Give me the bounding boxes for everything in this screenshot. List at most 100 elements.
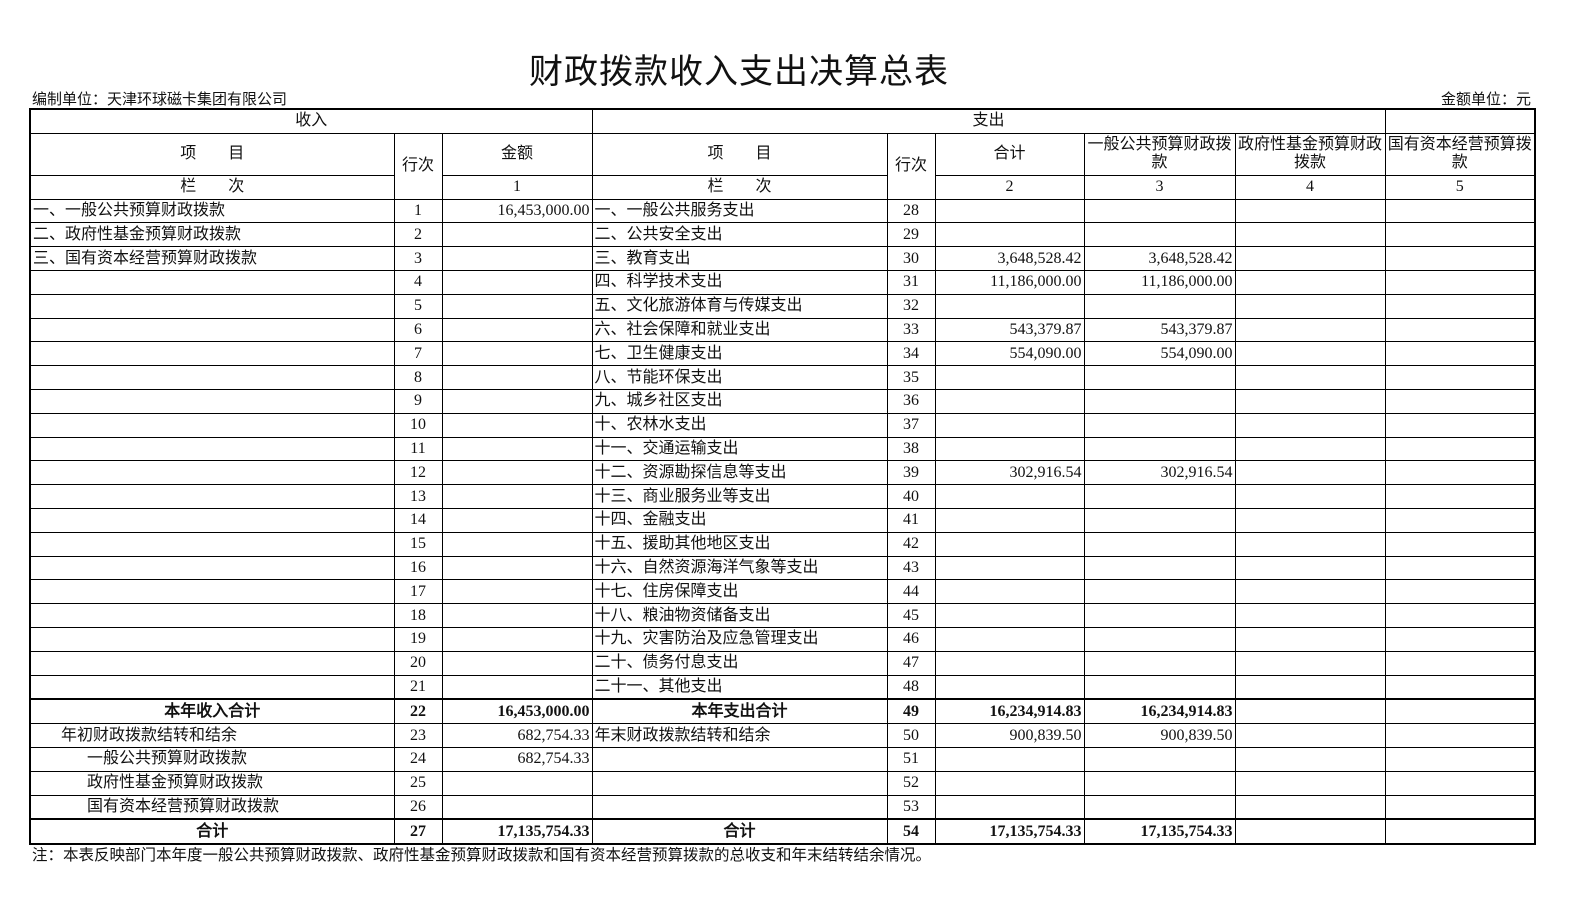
income-row-no: 16 [393,555,443,581]
income-amount [441,770,593,796]
income-item: 二、政府性基金预算财政拨款 [29,222,395,248]
table-row: 21 二十一、其他支出 48 [29,674,1536,700]
expense-item: 九、城乡社区支出 [591,388,888,414]
expense-state [1384,650,1536,676]
expense-fund [1234,603,1386,628]
expense-total: 900,839.50 [934,723,1085,748]
expense-state [1384,531,1536,557]
total-header: 合计 [934,132,1085,176]
expense-total [934,650,1085,676]
income-amount [441,555,593,581]
income-amount: 682,754.33 [441,746,593,772]
table-row: 政府性基金预算财政拨款 25 52 [29,770,1536,796]
expense-item: 十八、粮油物资储备支出 [591,603,888,628]
state-header: 国有资本经营预算拨款 [1384,132,1536,176]
expense-item: 十二、资源勘探信息等支出 [591,460,888,486]
expense-item: 十四、金融支出 [591,507,888,533]
expense-state [1384,293,1536,319]
expense-state [1384,579,1536,605]
expense-total [934,626,1085,652]
income-row-no: 14 [393,507,443,533]
col-5: 5 [1384,174,1536,200]
expense-general [1083,365,1236,390]
table-row: 年初财政拨款结转和结余 23 682,754.33 年末财政拨款结转和结余 50 900,… [29,723,1536,748]
expense-general [1083,579,1236,605]
expense-row-no: 37 [886,412,936,438]
expense-row-no: 28 [886,198,936,224]
table-row: 合计 27 17,135,754.33 合计 54 17,135,754.33 17,135… [29,818,1536,845]
expense-item: 年末财政拨款结转和结余 [591,723,888,748]
income-amount [441,531,593,557]
expense-general: 3,648,528.42 [1083,246,1236,271]
income-item [29,603,395,628]
table-row: 14 十四、金融支出 41 [29,507,1536,533]
expense-fund [1234,579,1386,605]
expense-state [1384,365,1536,390]
income-row-no: 3 [393,246,443,271]
expense-total [934,293,1085,319]
expense-total [934,222,1085,248]
expense-general [1083,650,1236,676]
income-row-no: 4 [393,269,443,295]
table-row: 10 十、农林水支出 37 [29,412,1536,438]
income-row-no: 24 [393,746,443,772]
income-row-no: 11 [393,436,443,462]
expense-row-no: 45 [886,603,936,628]
budget-table: 收入 支出 项 目 行次 金额 项 目 行次 合计 一般公共预算财政拨款 政府性… [29,108,1536,846]
page-title: 财政拨款收入支出决算总表 [529,54,949,91]
income-amount: 17,135,754.33 [441,818,593,845]
table-row: 17 十七、住房保障支出 44 [29,579,1536,605]
expense-fund [1234,555,1386,581]
col-3: 3 [1083,174,1236,200]
expense-row-no: 43 [886,555,936,581]
table-row: 国有资本经营预算财政拨款 26 53 [29,794,1536,820]
expense-fund [1234,460,1386,486]
table-row: 4 四、科学技术支出 31 11,186,000.00 11,186,000.00 [29,269,1536,295]
expense-fund [1234,317,1386,343]
income-item: 本年收入合计 [29,698,395,725]
income-amount [441,650,593,676]
table-row: 8 八、节能环保支出 35 [29,365,1536,390]
expense-fund [1234,818,1386,845]
expense-state [1384,603,1536,628]
expense-fund [1234,531,1386,557]
income-row-no: 10 [393,412,443,438]
expense-row-no: 31 [886,269,936,295]
expense-state [1384,555,1536,581]
expense-row-no: 42 [886,531,936,557]
expense-general: 554,090.00 [1083,341,1236,367]
income-row-no: 27 [393,818,443,845]
expense-fund [1234,365,1386,390]
income-item: 国有资本经营预算财政拨款 [29,794,395,820]
expense-item: 二十一、其他支出 [591,674,888,700]
income-item [29,436,395,462]
expense-item: 十三、商业服务业等支出 [591,484,888,509]
table-row: 二、政府性基金预算财政拨款 2 二、公共安全支出 29 [29,222,1536,248]
income-amount: 682,754.33 [441,723,593,748]
expense-item [591,746,888,772]
expense-item: 十六、自然资源海洋气象等支出 [591,555,888,581]
expense-row-no: 51 [886,746,936,772]
income-amount [441,412,593,438]
expense-item: 八、节能环保支出 [591,365,888,390]
income-row-no: 25 [393,770,443,796]
income-item [29,650,395,676]
expense-total: 17,135,754.33 [934,818,1085,845]
income-row-no: 6 [393,317,443,343]
expense-item: 十、农林水支出 [591,412,888,438]
income-item [29,341,395,367]
expense-state [1384,794,1536,820]
expense-total: 302,916.54 [934,460,1085,486]
expense-fund [1234,507,1386,533]
expense-general [1083,436,1236,462]
income-item: 一般公共预算财政拨款 [29,746,395,772]
expense-general: 16,234,914.83 [1083,698,1236,725]
expense-fund [1234,723,1386,748]
expense-state [1384,198,1536,224]
table-row: 一般公共预算财政拨款 24 682,754.33 51 [29,746,1536,772]
income-item [29,269,395,295]
income-item: 年初财政拨款结转和结余 [29,723,395,748]
expense-total [934,674,1085,700]
income-item [29,555,395,581]
expense-general: 302,916.54 [1083,460,1236,486]
